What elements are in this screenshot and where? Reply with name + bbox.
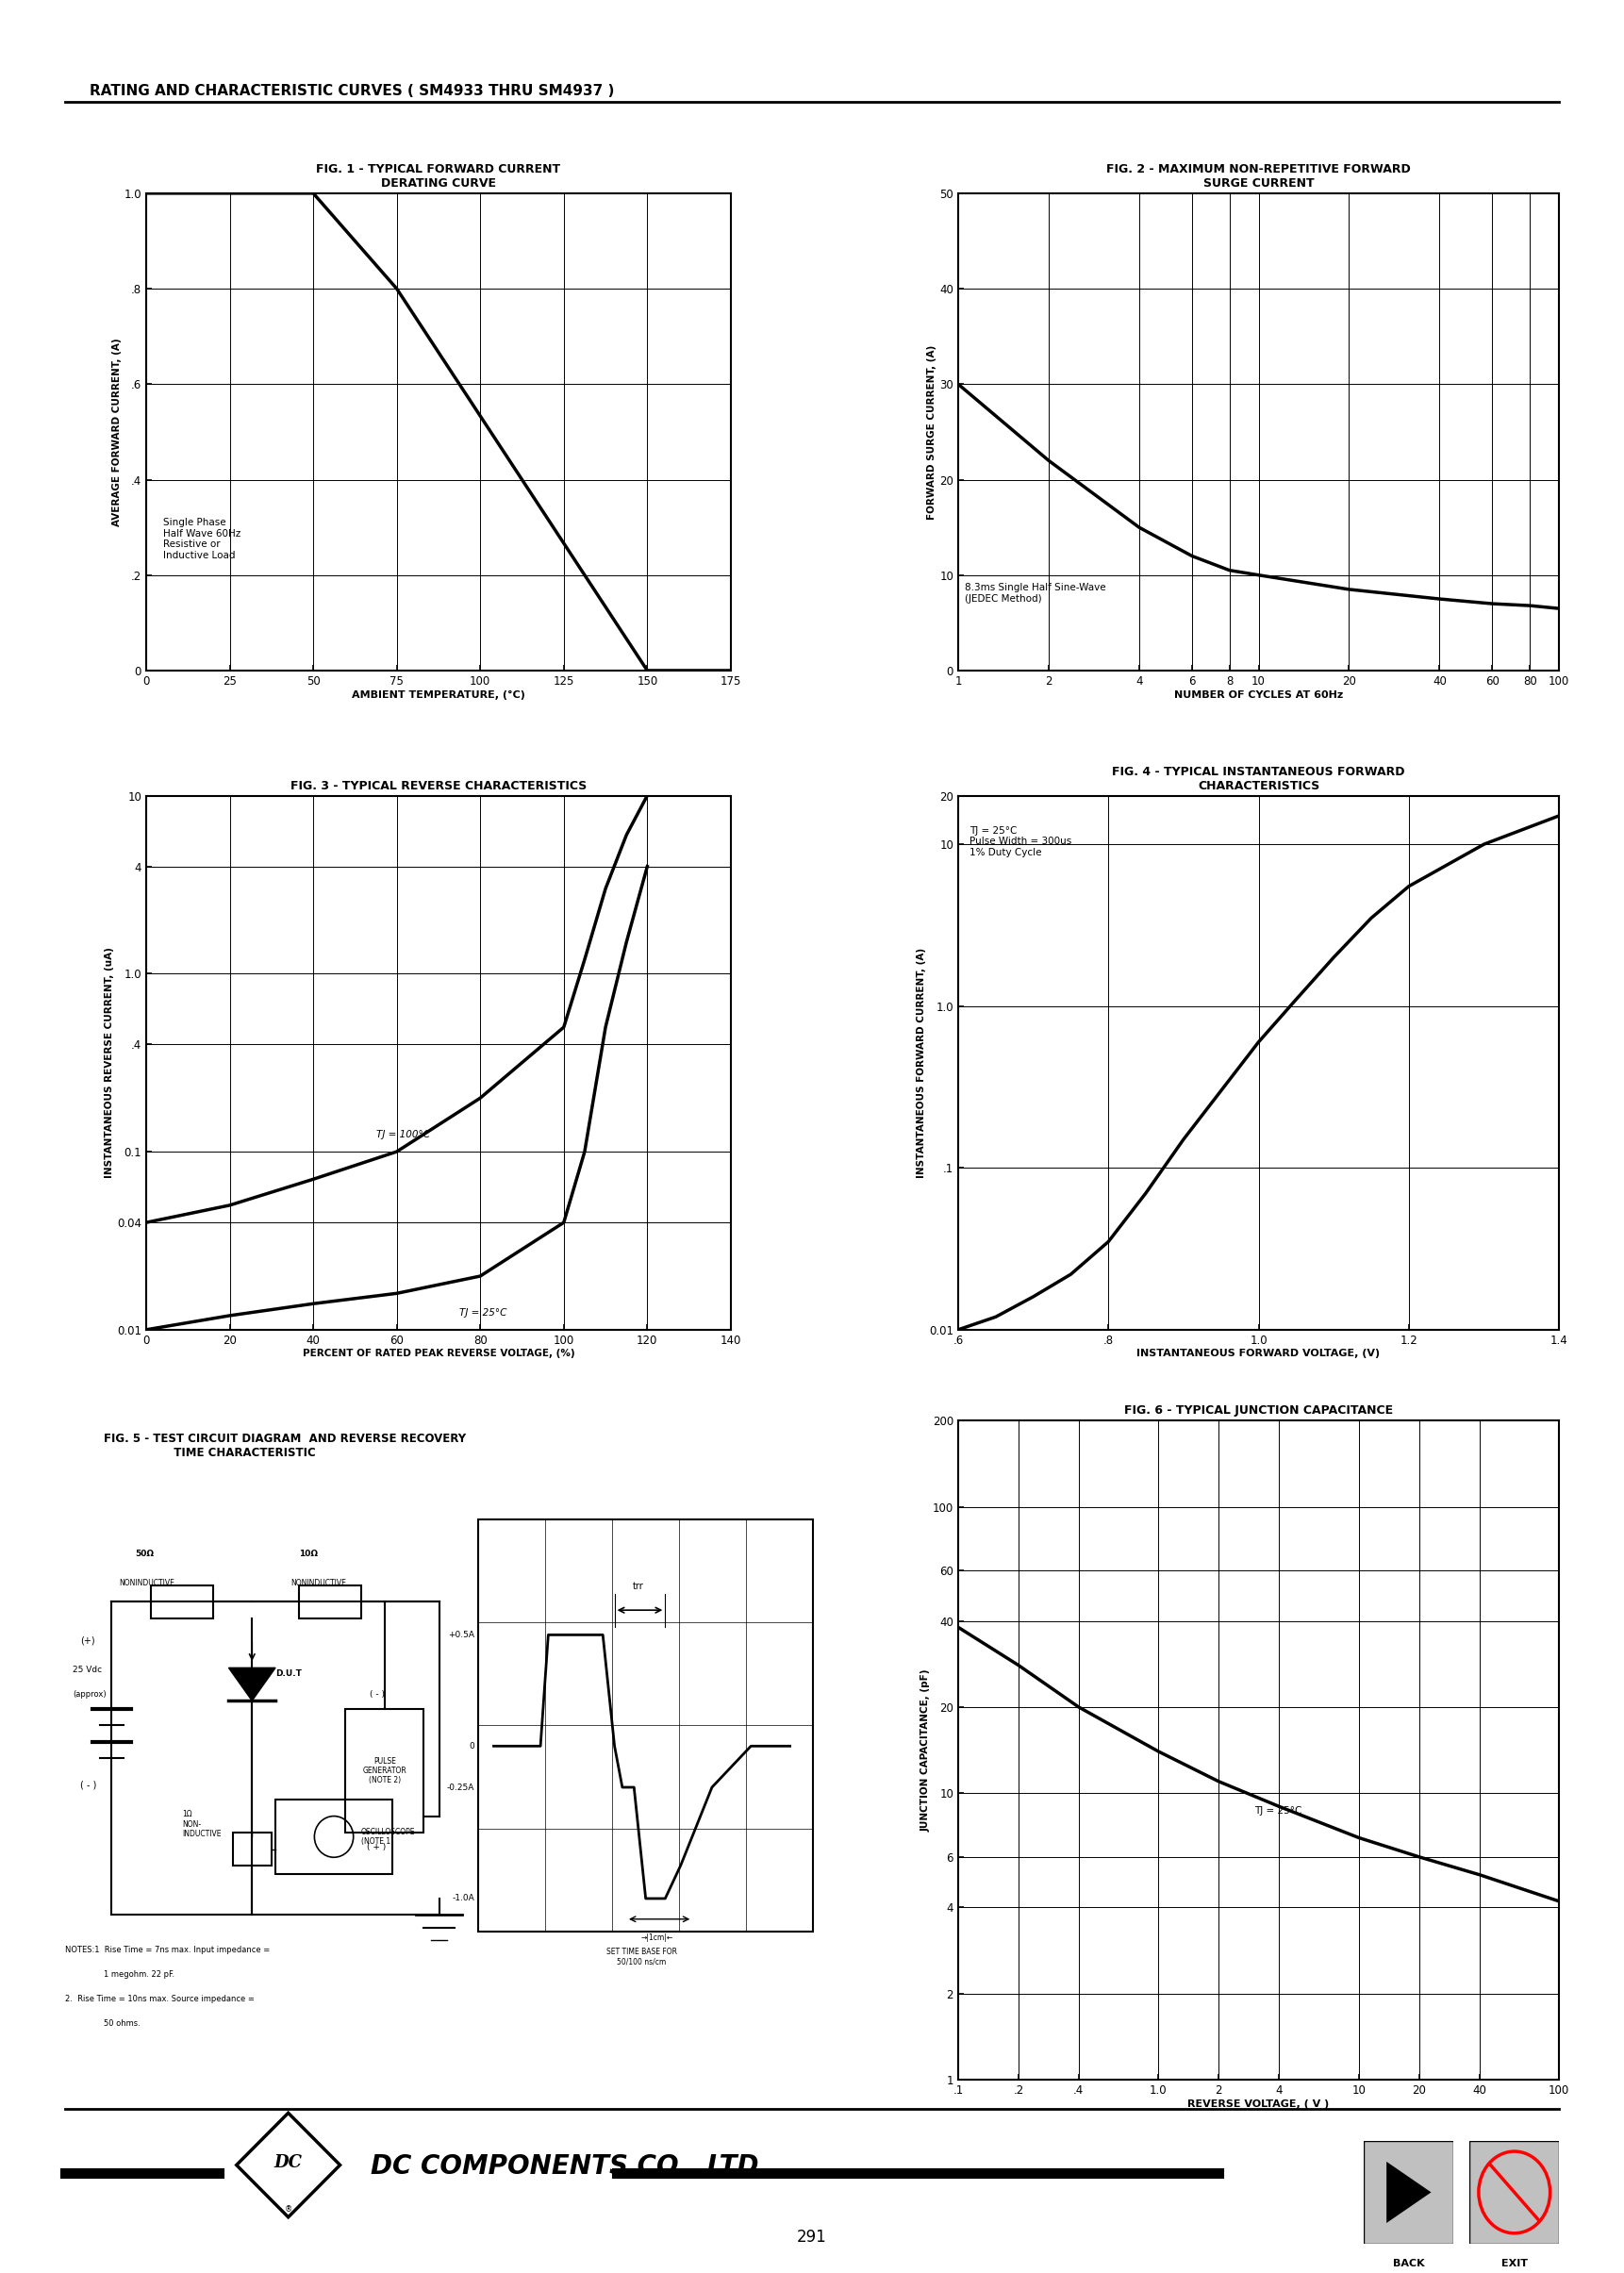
Text: 2.  Rise Time = 10ns max. Source impedance =: 2. Rise Time = 10ns max. Source impedanc… (65, 1996, 255, 2003)
Y-axis label: INSTANTANEOUS REVERSE CURRENT, (uA): INSTANTANEOUS REVERSE CURRENT, (uA) (106, 948, 114, 1177)
Text: 50 ohms.: 50 ohms. (104, 2021, 141, 2028)
Text: 1Ω
NON-
INDUCTIVE: 1Ω NON- INDUCTIVE (182, 1809, 221, 1839)
Text: NONINDUCTIVE: NONINDUCTIVE (120, 1580, 175, 1587)
Point (1479, 2150, 1499, 2178)
Text: DC: DC (274, 2155, 302, 2171)
Text: OSCILLOSCOPE
(NOTE 1): OSCILLOSCOPE (NOTE 1) (361, 1827, 416, 1846)
Text: ( + ): ( + ) (367, 1843, 387, 1850)
Text: 0: 0 (469, 1741, 474, 1750)
X-axis label: REVERSE VOLTAGE, ( V ): REVERSE VOLTAGE, ( V ) (1187, 2100, 1330, 2109)
Y-axis label: AVERAGE FORWARD CURRENT, (A): AVERAGE FORWARD CURRENT, (A) (112, 339, 122, 525)
Text: TJ = 25°C: TJ = 25°C (460, 1307, 507, 1318)
Bar (276, 1800, 393, 1873)
Text: ( - ): ( - ) (369, 1691, 385, 1698)
Text: TJ = 100°C: TJ = 100°C (375, 1130, 430, 1139)
X-axis label: AMBIENT TEMPERATURE, (°C): AMBIENT TEMPERATURE, (°C) (352, 691, 525, 700)
Title: FIG. 3 - TYPICAL REVERSE CHARACTERISTICS: FIG. 3 - TYPICAL REVERSE CHARACTERISTICS (291, 780, 586, 791)
Text: BACK: BACK (1393, 2259, 1424, 2268)
Polygon shape (1387, 2162, 1431, 2223)
Text: EXIT: EXIT (1501, 2259, 1528, 2268)
Text: Single Phase
Half Wave 60Hz
Resistive or
Inductive Load: Single Phase Half Wave 60Hz Resistive or… (162, 518, 240, 559)
Text: trr: trr (632, 1582, 643, 1591)
Text: ®: ® (284, 2205, 292, 2214)
Text: NOTES:1  Rise Time = 7ns max. Input impedance =: NOTES:1 Rise Time = 7ns max. Input imped… (65, 1946, 270, 1955)
Text: 1 megohm. 22 pF.: 1 megohm. 22 pF. (104, 1971, 175, 1980)
Text: ( - ): ( - ) (81, 1780, 97, 1789)
Text: 291: 291 (797, 2230, 827, 2246)
Text: TJ = 25°C
Pulse Width = 300us
1% Duty Cycle: TJ = 25°C Pulse Width = 300us 1% Duty Cy… (970, 825, 1072, 857)
Text: 25 Vdc: 25 Vdc (73, 1666, 102, 1673)
Bar (151, 1587, 213, 1618)
Text: RATING AND CHARACTERISTIC CURVES ( SM4933 THRU SM4937 ): RATING AND CHARACTERISTIC CURVES ( SM493… (89, 84, 614, 98)
Title: FIG. 6 - TYPICAL JUNCTION CAPACITANCE: FIG. 6 - TYPICAL JUNCTION CAPACITANCE (1124, 1405, 1393, 1416)
Bar (477, 1521, 814, 1932)
Bar (346, 1709, 424, 1832)
X-axis label: NUMBER OF CYCLES AT 60Hz: NUMBER OF CYCLES AT 60Hz (1174, 691, 1343, 700)
Text: TJ = 25°C: TJ = 25°C (1254, 1807, 1301, 1816)
Text: (+): (+) (81, 1637, 96, 1646)
Y-axis label: FORWARD SURGE CURRENT, (A): FORWARD SURGE CURRENT, (A) (927, 345, 937, 518)
Title: FIG. 1 - TYPICAL FORWARD CURRENT
DERATING CURVE: FIG. 1 - TYPICAL FORWARD CURRENT DERATIN… (317, 164, 560, 189)
Text: (approx): (approx) (73, 1691, 106, 1698)
Text: 8.3ms Single Half Sine-Wave
(JEDEC Method): 8.3ms Single Half Sine-Wave (JEDEC Metho… (965, 584, 1106, 605)
Bar (232, 1832, 271, 1866)
Title: FIG. 4 - TYPICAL INSTANTANEOUS FORWARD
CHARACTERISTICS: FIG. 4 - TYPICAL INSTANTANEOUS FORWARD C… (1112, 766, 1405, 791)
Y-axis label: JUNCTION CAPACITANCE, (pF): JUNCTION CAPACITANCE, (pF) (921, 1668, 931, 1832)
Text: NONINDUCTIVE: NONINDUCTIVE (291, 1580, 346, 1587)
Text: PULSE
GENERATOR
(NOTE 2): PULSE GENERATOR (NOTE 2) (362, 1757, 406, 1784)
Text: →|1cm|←: →|1cm|← (641, 1932, 674, 1941)
Text: 50Ω: 50Ω (135, 1550, 154, 1559)
X-axis label: PERCENT OF RATED PEAK REVERSE VOLTAGE, (%): PERCENT OF RATED PEAK REVERSE VOLTAGE, (… (302, 1350, 575, 1359)
Text: SET TIME BASE FOR
50/100 ns/cm: SET TIME BASE FOR 50/100 ns/cm (606, 1948, 677, 1966)
Point (1530, 2207, 1549, 2234)
Y-axis label: INSTANTANEOUS FORWARD CURRENT, (A): INSTANTANEOUS FORWARD CURRENT, (A) (918, 948, 926, 1177)
Text: -1.0A: -1.0A (451, 1893, 474, 1903)
Text: DC COMPONENTS CO., LTD.: DC COMPONENTS CO., LTD. (370, 2153, 768, 2180)
Line: 2 pts: 2 pts (1489, 2164, 1540, 2221)
Title: FIG. 2 - MAXIMUM NON-REPETITIVE FORWARD
SURGE CURRENT: FIG. 2 - MAXIMUM NON-REPETITIVE FORWARD … (1106, 164, 1411, 189)
Text: FIG. 5 - TEST CIRCUIT DIAGRAM  AND REVERSE RECOVERY
                  TIME CHARA: FIG. 5 - TEST CIRCUIT DIAGRAM AND REVERS… (104, 1432, 466, 1459)
Text: 10Ω: 10Ω (299, 1550, 318, 1559)
Text: D.U.T: D.U.T (276, 1668, 302, 1677)
Polygon shape (229, 1668, 276, 1700)
Text: +0.5A: +0.5A (448, 1630, 474, 1639)
X-axis label: INSTANTANEOUS FORWARD VOLTAGE, (V): INSTANTANEOUS FORWARD VOLTAGE, (V) (1137, 1350, 1380, 1359)
Text: -0.25A: -0.25A (447, 1782, 474, 1791)
Bar (299, 1587, 361, 1618)
